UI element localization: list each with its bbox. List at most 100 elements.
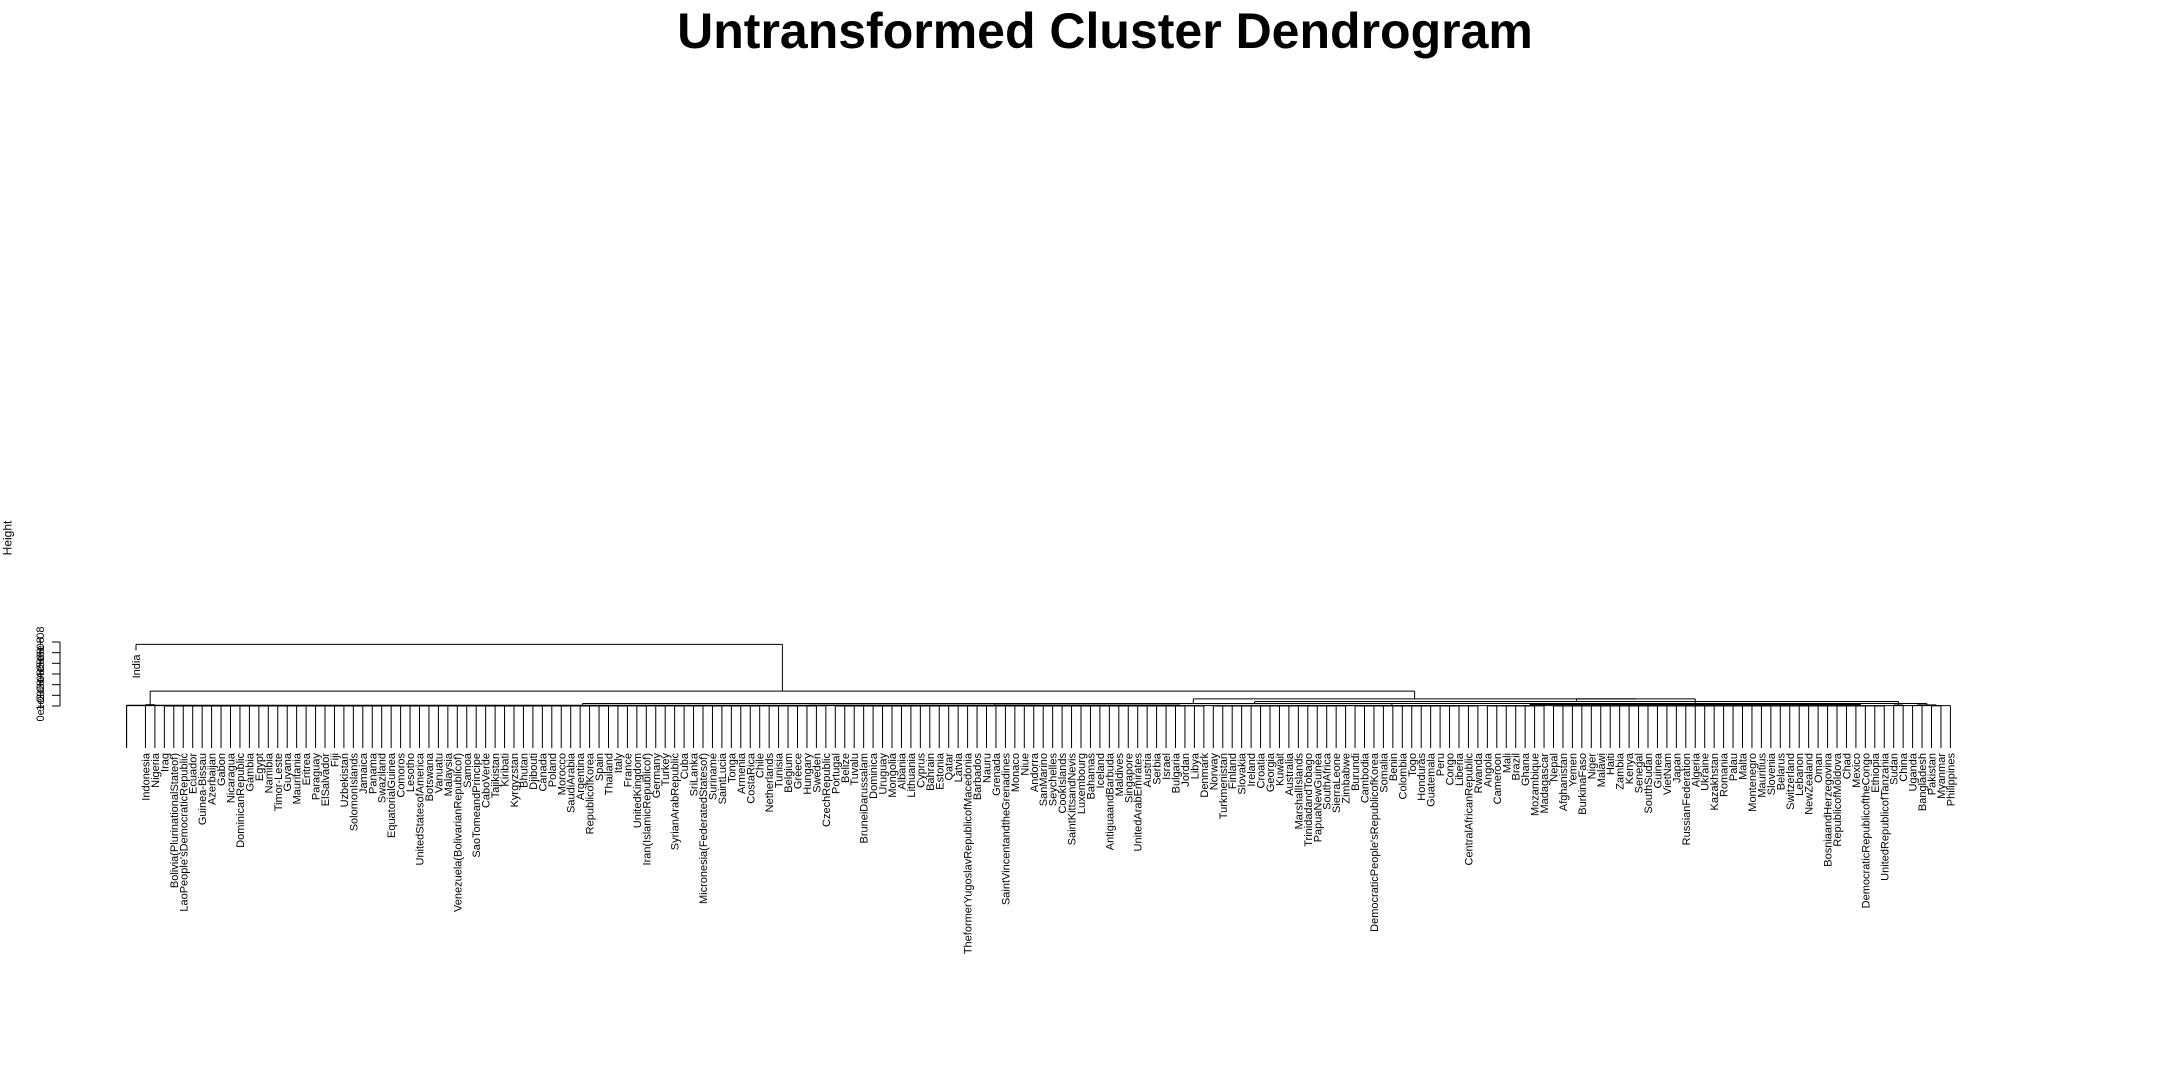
leaf-label: Cambodia [1360,752,1372,803]
leaf-label: Belgium [783,753,795,793]
leaf-label: Poland [547,753,559,787]
leaf-label: Djibouti [528,753,540,790]
leaf-label: Fiji [329,753,341,767]
leaf-label: BruneiDarussalam [859,753,871,843]
leaf-label: Zimbabwe [1341,753,1353,804]
leaf-label: Bolivia(PlurinationalStateof) [169,753,181,888]
y-tick-label: 3e+08 [35,659,47,690]
leaf-label: SriLanka [689,752,701,796]
leaf-label: Romania [1719,752,1731,797]
leaf-label: RussianFederation [1681,753,1693,845]
leaf-label: Liberia [1454,752,1466,786]
leaf-label: SaintVincentandtheGrenadines [1000,753,1012,906]
leaf-label: Singapore [1123,753,1135,803]
leaf-label: Niger [1586,753,1598,780]
leaf-label: Netherlands [764,753,776,813]
leaf-label: Paraguay [311,753,323,801]
leaf-label: Turkmenistan [1218,753,1230,819]
leaf-label: Bhutan [518,753,530,788]
leaf-label: Uruguay [878,753,890,795]
y-tick-label: 5e+08 [35,637,47,668]
leaf-label: Panama [367,752,379,794]
leaf-label: CookIslands [1057,753,1069,814]
leaf-label: Ethiopia [1870,752,1882,793]
leaf-label: SanMarino [1038,753,1050,806]
leaf-label: Slovakia [1237,752,1249,794]
y-tick-label: 2e+08 [35,669,47,700]
leaf-label: Namibia [263,752,275,793]
leaf-label: Dominica [868,752,880,799]
leaf-label: Andorra [1029,752,1041,792]
leaf-label: Nigeria [150,752,162,788]
leaf-label: Myanmar [1936,753,1948,799]
leaf-label: Bahrain [925,753,937,791]
leaf-label: Lesotho [405,753,417,792]
chart-title: Untransformed Cluster Dendrogram [677,3,1533,59]
leaf-label: Ghana [1520,752,1532,786]
leaf-label: SolomonIslands [348,753,360,832]
leaf-label: CzechRepublic [821,753,833,827]
leaf-label: Nepal [1549,753,1561,782]
leaf-label: EquatorialGuinea [386,752,398,838]
leaf-label: Greece [793,753,805,789]
leaf-label: Malaysia [443,752,455,796]
leaf-label: Kuwait [1274,753,1286,786]
leaf-label: Uganda [1908,752,1920,791]
leaf-label: Tunisia [774,752,786,788]
leaf-label: SaudiArabia [566,752,578,813]
leaf-label: Bangladesh [1917,753,1929,811]
leaf-label: Denmark [1199,753,1211,798]
leaf-label: TrinidadandTobago [1303,753,1315,847]
leaf-label: Iran(IslamicRepublicof) [641,753,653,865]
leaf-label: Iceland [1095,753,1107,788]
leaf-label: Azerbaijan [207,753,219,805]
leaf-label: Yemen [1567,753,1579,787]
leaf-label: Peru [1435,753,1447,776]
leaf-label: PapuaNewGuinea [1312,752,1324,842]
leaf-label: Iraq [159,753,171,772]
leaf-label: Gambia [244,752,256,791]
leaf-label: Turkey [660,753,672,787]
leaf-label: Afghanistan [1558,753,1570,811]
leaf-label: Ukraine [1700,753,1712,791]
leaf-label: UnitedKingdom [632,753,644,828]
leaf-label: Suriname [707,753,719,800]
leaf-label: Lebanon [1794,753,1806,796]
leaf-label: Botswana [424,752,436,801]
leaf-label: Tajikistan [490,753,502,798]
leaf-label: Madagascar [1539,753,1551,814]
leaf-label: Guinea [1652,752,1664,788]
leaf-label: Sudan [1889,753,1901,785]
leaf-label: Guyana [282,752,294,791]
leaf-label: BurkinaFaso [1577,753,1589,815]
leaf-label: Sweden [811,753,823,793]
leaf-label: Bulgaria [1171,752,1183,793]
leaf-label: Australia [1284,752,1296,796]
leaf-label: Switzerland [1785,753,1797,810]
leaf-label: DemocraticRepublicoftheCongo [1860,753,1872,908]
leaf-label: Tonga [726,752,738,783]
leaf-label: Senegal [1634,753,1646,793]
leaf-label: Brazil [1511,753,1523,781]
leaf-label: Niue [1019,753,1031,776]
y-tick-label: 1e+08 [35,680,47,711]
leaf-label: Comoros [396,753,408,798]
leaf-label: Cuba [679,752,691,779]
leaf-label: Libya [1189,752,1201,779]
leaf-label: Malawi [1596,753,1608,787]
leaf-label: Haiti [1605,753,1617,775]
leaf-label: Mongolia [887,752,899,798]
leaf-label: Belize [840,753,852,783]
leaf-label: Oman [1813,753,1825,783]
leaf-label: NewZealand [1804,753,1816,815]
leaf-label: SaintKittsandNevis [1067,753,1079,846]
leaf-label: Togo [1407,753,1419,777]
leaf-label: Georgia [1265,752,1277,792]
leaf-label: SierraLeone [1331,753,1343,813]
leaf-label: Chad [1841,753,1853,779]
leaf-label: Guatemala [1426,752,1438,807]
leaf-label: Mozambique [1530,753,1542,816]
leaf-label: France [622,753,634,787]
leaf-label: Angola [1482,752,1494,787]
leaf-label: Zambia [1615,752,1627,790]
